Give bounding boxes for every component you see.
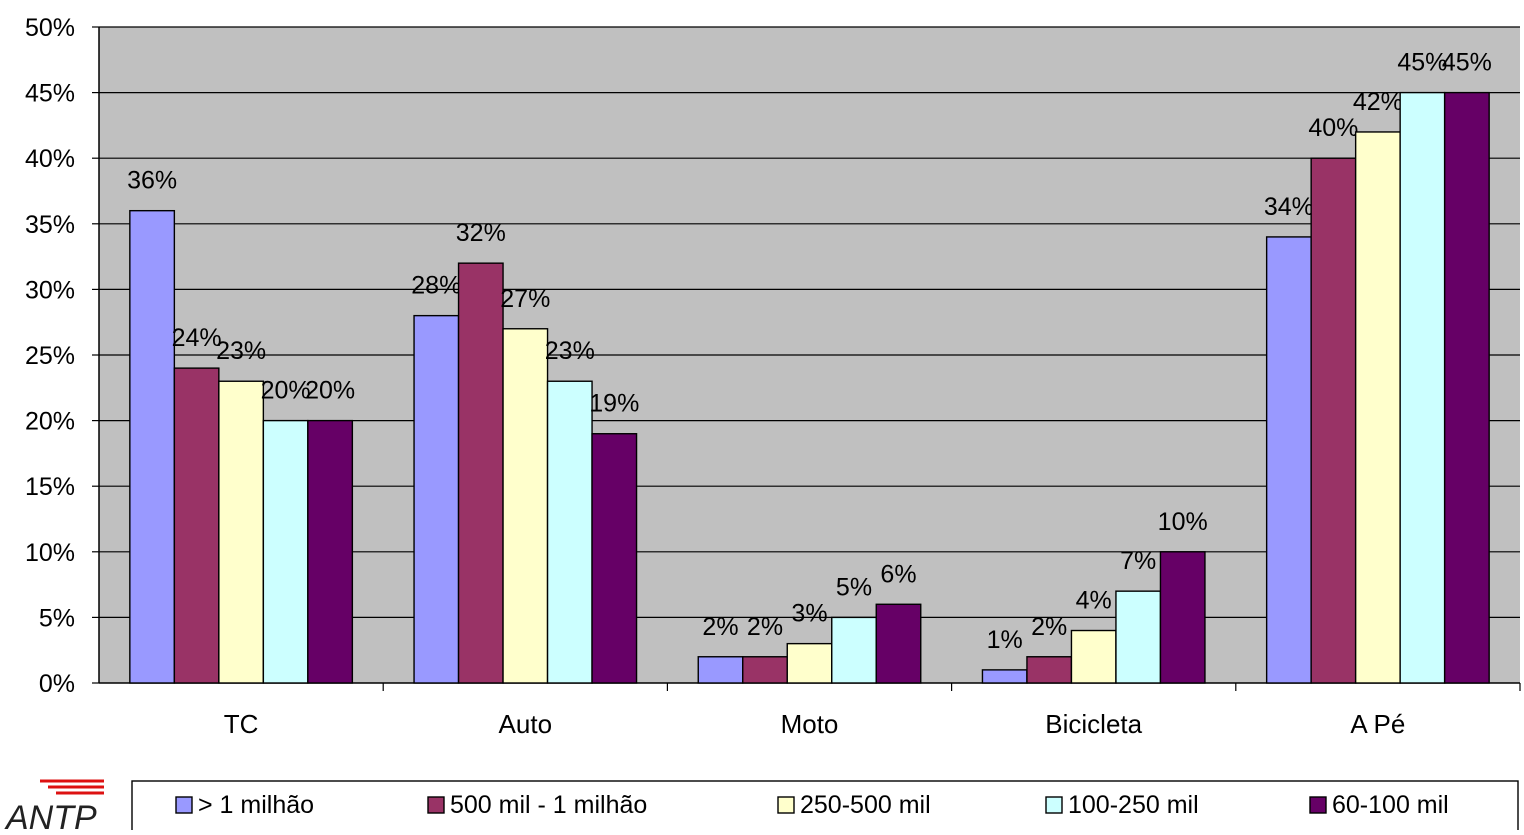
bar — [875, 603, 922, 684]
legend-label: 500 mil - 1 milhão — [450, 791, 647, 819]
logo-text: ANTP — [4, 799, 97, 830]
x-tick-label: Auto — [499, 709, 553, 739]
bar — [1070, 629, 1117, 684]
data-label: 4% — [1076, 587, 1112, 615]
data-label: 23% — [216, 337, 266, 365]
data-label: 20% — [305, 377, 355, 405]
data-label: 45% — [1442, 49, 1492, 77]
bar — [457, 262, 504, 684]
legend-label: 100-250 mil — [1068, 791, 1199, 819]
data-label: 34% — [1264, 193, 1314, 221]
data-label: 40% — [1308, 114, 1358, 142]
bar — [1026, 656, 1073, 684]
bar — [129, 209, 176, 684]
legend-swatch — [427, 796, 445, 814]
legend-swatch — [777, 796, 795, 814]
data-label: 10% — [1158, 508, 1208, 536]
y-tick-label: 35% — [25, 211, 75, 239]
y-tick-label: 30% — [25, 276, 75, 304]
y-tick-label: 0% — [39, 670, 75, 698]
data-label: 19% — [589, 390, 639, 418]
legend-label: 60-100 mil — [1332, 791, 1449, 819]
plot-area: 0%5%10%15%20%25%30%35%40%45%50%TC36%24%2… — [25, 14, 1521, 739]
bar — [1310, 157, 1357, 684]
bar — [218, 380, 265, 684]
bar — [1265, 236, 1312, 684]
legend-label: > 1 milhão — [198, 791, 314, 819]
data-label: 2% — [747, 613, 783, 641]
data-label: 24% — [172, 324, 222, 352]
data-label: 27% — [500, 285, 550, 313]
x-tick-label: Bicicleta — [1045, 709, 1142, 739]
bar — [697, 656, 744, 684]
bar — [831, 616, 877, 684]
legend: > 1 milhão 500 mil - 1 milhão 250-500 mil 1… — [131, 780, 1519, 835]
data-label: 2% — [1031, 613, 1067, 641]
x-tick-label: A Pé — [1350, 709, 1405, 739]
y-tick-label: 5% — [39, 604, 75, 632]
y-tick-label: 10% — [25, 539, 75, 567]
data-label: 45% — [1397, 49, 1447, 77]
data-label: 36% — [127, 167, 177, 195]
y-tick-label: 15% — [25, 473, 75, 501]
bar — [413, 314, 460, 684]
legend-swatch — [1045, 796, 1063, 814]
x-tick-label: TC — [224, 709, 259, 739]
x-tick-label: Moto — [781, 709, 839, 739]
bar — [981, 669, 1028, 684]
bar — [546, 380, 593, 684]
y-tick-label: 40% — [25, 145, 75, 173]
data-label: 42% — [1353, 88, 1403, 116]
bar — [786, 642, 833, 684]
data-label: 7% — [1120, 547, 1156, 575]
y-tick-label: 50% — [25, 14, 75, 42]
bar — [591, 433, 638, 684]
data-label: 23% — [545, 337, 595, 365]
bar — [1399, 91, 1446, 684]
legend-label: 250-500 mil — [800, 791, 931, 819]
data-label: 6% — [880, 560, 916, 588]
bar — [173, 367, 220, 684]
data-label: 32% — [456, 219, 506, 247]
bar — [742, 656, 788, 684]
bar — [1354, 131, 1401, 684]
y-tick-label: 20% — [25, 408, 75, 436]
data-label: 1% — [987, 626, 1023, 654]
bar — [1443, 91, 1490, 684]
data-label: 5% — [836, 573, 872, 601]
legend-swatch — [175, 796, 193, 814]
bar — [502, 328, 549, 684]
bar — [1115, 590, 1162, 684]
bar — [307, 419, 354, 684]
data-label: 3% — [791, 600, 827, 628]
data-label: 2% — [702, 613, 738, 641]
legend-swatch — [1309, 796, 1327, 814]
y-tick-label: 25% — [25, 342, 75, 370]
bar — [1159, 551, 1206, 684]
legend-box — [131, 780, 1519, 835]
data-label: 28% — [411, 272, 461, 300]
bar — [262, 419, 309, 684]
data-label: 20% — [261, 377, 311, 405]
y-tick-label: 45% — [25, 80, 75, 108]
antp-logo: ANTP — [4, 779, 104, 835]
